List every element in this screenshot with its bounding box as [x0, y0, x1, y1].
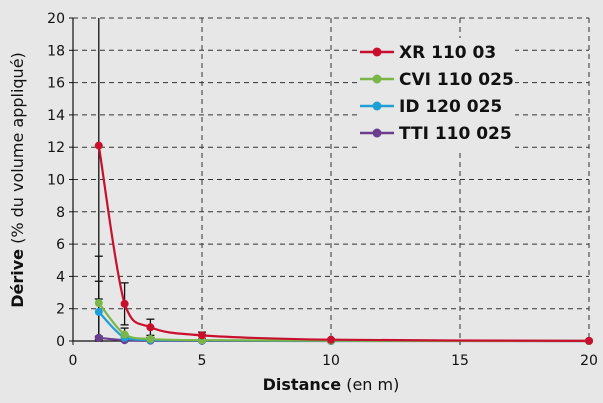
y-axis-title: Dérive (% du volume appliqué) [8, 52, 27, 308]
y-axis-title-unit: (% du volume appliqué) [8, 52, 27, 249]
y-tick-label: 20 [47, 11, 65, 27]
data-point [120, 299, 129, 308]
legend-marker [372, 128, 382, 138]
series-points [94, 141, 593, 345]
y-tick-label: 14 [47, 108, 65, 124]
data-point [94, 307, 103, 316]
x-axis-title: Distance (en m) [263, 375, 400, 394]
y-tick-label: 6 [56, 237, 65, 253]
y-axis-title-bold: Dérive [8, 249, 27, 308]
legend-marker [372, 74, 382, 84]
x-tick-label: 15 [451, 353, 469, 369]
y-tick-label: 10 [47, 173, 65, 189]
x-axis-title-bold: Distance [263, 375, 342, 394]
grid-lines [73, 17, 590, 341]
data-point [94, 333, 103, 342]
series-line [98, 311, 590, 343]
y-tick-label: 8 [56, 205, 65, 221]
legend-marker [372, 101, 382, 111]
legend-background [357, 38, 515, 150]
data-point [585, 336, 593, 345]
y-tick-label: 4 [56, 269, 65, 285]
legend-label: CVI 110 025 [399, 70, 514, 90]
data-point [120, 330, 129, 339]
data-point [146, 323, 155, 332]
x-tick-label: 0 [69, 353, 78, 369]
data-point [94, 299, 103, 308]
x-tick-label: 10 [322, 353, 340, 369]
y-tick-label: 12 [47, 140, 65, 156]
data-point [327, 335, 335, 344]
y-tick-label: 16 [47, 76, 65, 92]
data-point [146, 335, 155, 344]
x-tick-label: 20 [580, 353, 598, 369]
y-tick-label: 0 [56, 334, 65, 350]
y-tick-label: 2 [56, 302, 65, 318]
legend-label: ID 120 025 [399, 97, 502, 117]
data-point [198, 331, 206, 340]
tick-labels: 0 2 4 6 8 10 12 14 16 18 20 0 5 10 15 20 [47, 11, 598, 369]
legend-label: TTI 110 025 [399, 124, 512, 144]
x-axis-title-unit: (en m) [341, 375, 399, 394]
data-point [94, 141, 103, 150]
legend: XR 110 03 CVI 110 025 ID 120 025 TTI 110 02… [360, 43, 514, 144]
x-tick-label: 5 [198, 353, 207, 369]
y-tick-label: 18 [47, 43, 65, 59]
legend-marker [372, 47, 382, 57]
series-line [97, 145, 590, 342]
legend-label: XR 110 03 [399, 43, 496, 63]
series-lines [97, 145, 590, 343]
